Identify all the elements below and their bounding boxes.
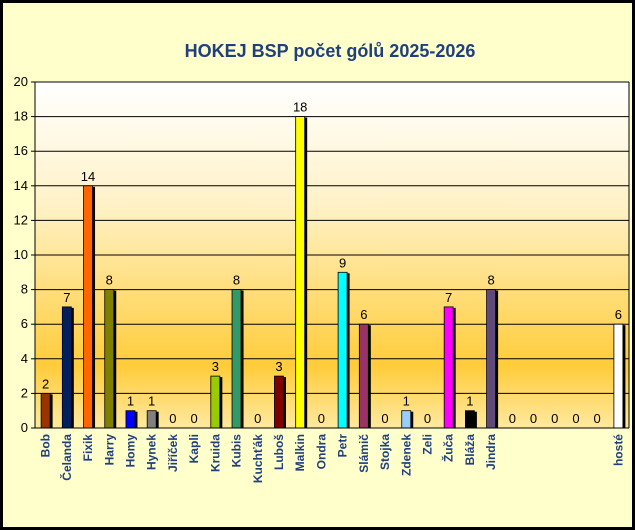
x-tick-label: Jiříček bbox=[166, 434, 180, 472]
y-tick-label: 4 bbox=[21, 351, 28, 366]
x-tick-label: Bláža bbox=[463, 434, 477, 466]
value-label: 0 bbox=[594, 411, 601, 426]
y-tick-label: 6 bbox=[21, 316, 28, 331]
value-label: 1 bbox=[127, 394, 134, 409]
y-tick-label: 16 bbox=[14, 143, 28, 158]
bar bbox=[295, 116, 306, 429]
value-label: 0 bbox=[190, 411, 197, 426]
value-label: 18 bbox=[293, 100, 307, 115]
bar bbox=[146, 410, 157, 429]
bars bbox=[40, 116, 626, 429]
x-tick-label: Bob bbox=[39, 434, 53, 457]
x-tick-label: Harry bbox=[102, 434, 116, 466]
x-tick-label: Žuča bbox=[441, 434, 456, 462]
x-tick-label: Petr bbox=[336, 434, 350, 458]
value-label: 0 bbox=[169, 411, 176, 426]
value-label: 0 bbox=[254, 411, 261, 426]
x-tick-label: Zdenek bbox=[399, 434, 413, 476]
bar bbox=[337, 271, 348, 429]
x-tick-label: Kruida bbox=[208, 434, 222, 472]
x-tick-label: Ondra bbox=[314, 434, 328, 470]
y-tick-label: 10 bbox=[14, 247, 28, 262]
y-tick-label: 8 bbox=[21, 282, 28, 297]
y-tick-label: 20 bbox=[14, 74, 28, 89]
value-label: 0 bbox=[381, 411, 388, 426]
bar bbox=[210, 375, 221, 429]
y-tick-label: 12 bbox=[14, 212, 28, 227]
x-axis: Bob Čelanda Fixik Harry Homy Hynek Jiříček Kapl… bbox=[35, 427, 629, 483]
bar bbox=[61, 306, 72, 429]
x-tick-label: Fixik bbox=[81, 434, 95, 462]
value-label: 0 bbox=[424, 411, 431, 426]
x-tick-label: Malkin bbox=[293, 434, 307, 471]
bar bbox=[83, 185, 93, 429]
x-tick-label: Homy bbox=[123, 434, 137, 468]
value-label: 3 bbox=[275, 359, 282, 374]
bar bbox=[274, 375, 284, 429]
y-tick-label: 14 bbox=[14, 178, 28, 193]
value-label: 8 bbox=[233, 273, 240, 288]
value-label: 6 bbox=[615, 307, 622, 322]
value-label: 7 bbox=[445, 290, 452, 305]
value-label: 7 bbox=[63, 290, 70, 305]
value-label: 0 bbox=[551, 411, 558, 426]
y-tick-label: 2 bbox=[21, 385, 28, 400]
bar bbox=[125, 410, 136, 429]
value-label: 6 bbox=[360, 307, 367, 322]
bar bbox=[40, 392, 51, 429]
value-label: 9 bbox=[339, 255, 346, 270]
x-tick-label: Slámič bbox=[357, 434, 371, 473]
chart-title: HOKEJ BSP počet gólů 2025-2026 bbox=[185, 41, 476, 61]
value-label: 0 bbox=[530, 411, 537, 426]
value-label: 2 bbox=[42, 376, 49, 391]
value-label: 1 bbox=[466, 394, 473, 409]
gridlines bbox=[35, 81, 629, 429]
x-tick-label: Čelanda bbox=[59, 434, 74, 481]
x-tick-label: hosté bbox=[611, 434, 625, 466]
bar bbox=[464, 410, 475, 429]
bar bbox=[231, 289, 242, 429]
x-tick-label: Jindra bbox=[484, 434, 498, 470]
value-label: 0 bbox=[509, 411, 516, 426]
x-tick-label: Luboš bbox=[272, 434, 286, 470]
bar bbox=[104, 289, 115, 429]
x-tick-label: Stojka bbox=[378, 434, 392, 470]
bar bbox=[443, 306, 454, 429]
value-label: 0 bbox=[572, 411, 579, 426]
value-label: 1 bbox=[148, 394, 155, 409]
x-tick-label: Hynek bbox=[145, 434, 159, 470]
y-tick-label: 18 bbox=[14, 109, 28, 124]
x-tick-label: Kuchťák bbox=[251, 434, 265, 483]
value-label: 8 bbox=[106, 273, 113, 288]
value-label: 14 bbox=[81, 169, 95, 184]
x-tick-label: Kubis bbox=[230, 434, 244, 468]
bar bbox=[486, 289, 497, 429]
value-label: 8 bbox=[487, 273, 494, 288]
y-tick-label: 0 bbox=[21, 420, 28, 435]
bar bbox=[613, 323, 624, 429]
value-label: 0 bbox=[318, 411, 325, 426]
value-label: 1 bbox=[403, 394, 410, 409]
bar bbox=[401, 410, 412, 429]
value-label: 3 bbox=[212, 359, 219, 374]
bar bbox=[358, 323, 369, 429]
x-tick-label: Zeli bbox=[420, 434, 434, 455]
x-tick-label: Kapli bbox=[187, 434, 201, 463]
